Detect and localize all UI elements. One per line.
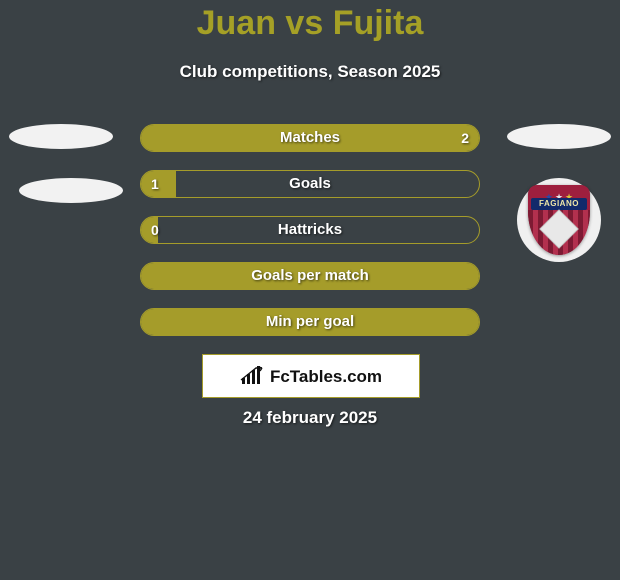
stat-row-matches: Matches 2 [140, 124, 480, 152]
right-player-club-badge: ★★★ FAGIANO [517, 178, 601, 262]
stat-label: Hattricks [141, 217, 479, 243]
fctables-logo-text: FcTables.com [270, 368, 382, 385]
stat-bars: Matches 2 1 Goals 0 Hattricks Goals per … [140, 124, 480, 354]
stat-label: Goals [141, 171, 479, 197]
date-text: 24 february 2025 [0, 408, 620, 428]
stat-row-min-per-goal: Min per goal [140, 308, 480, 336]
stat-label: Goals per match [141, 263, 479, 289]
stat-right-value: 2 [461, 125, 469, 151]
stat-row-hattricks: 0 Hattricks [140, 216, 480, 244]
left-player-photo-placeholder-1 [9, 124, 113, 149]
left-player-photo-placeholder-2 [19, 178, 123, 203]
fctables-logo-box[interactable]: FcTables.com [202, 354, 420, 398]
crest-band-text: FAGIANO [531, 198, 587, 210]
stat-label: Matches [141, 125, 479, 151]
stat-row-goals-per-match: Goals per match [140, 262, 480, 290]
right-player-photo-placeholder [507, 124, 611, 149]
subtitle: Club competitions, Season 2025 [0, 62, 620, 82]
club-crest: ★★★ FAGIANO [528, 185, 590, 255]
stat-row-goals: 1 Goals [140, 170, 480, 198]
fctables-logo: FcTables.com [240, 366, 382, 386]
page-title: Juan vs Fujita [0, 4, 620, 43]
comparison-card: Juan vs Fujita Club competitions, Season… [0, 0, 620, 580]
stat-label: Min per goal [141, 309, 479, 335]
bar-chart-icon [240, 366, 266, 386]
